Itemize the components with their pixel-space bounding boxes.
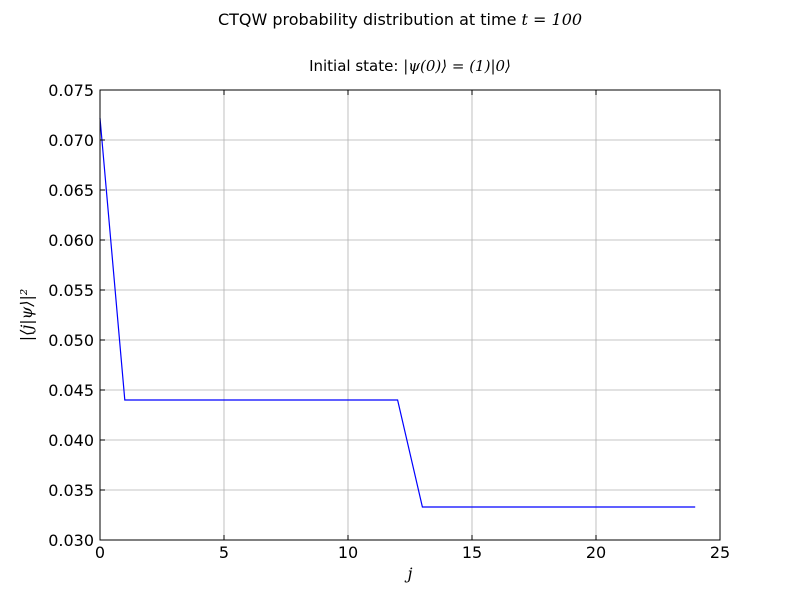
y-tick-label: 0.050	[48, 331, 94, 350]
x-tick-label: 25	[710, 543, 730, 562]
y-tick-label: 0.030	[48, 531, 94, 550]
chart-subtitle: Initial state: |ψ(0)⟩ = (1)|0⟩	[309, 57, 511, 75]
y-tick-label: 0.065	[48, 181, 94, 200]
y-tick-label: 0.035	[48, 481, 94, 500]
grid-lines	[99, 89, 721, 541]
y-axis-label: |⟨j|ψ⟩|²	[17, 289, 36, 342]
chart-title: CTQW probability distribution at time t …	[218, 10, 582, 29]
y-tick-label: 0.040	[48, 431, 94, 450]
x-tick-label: 5	[219, 543, 229, 562]
tick-labels: 0 5 10 15 20 25 0.030 0.035 0.040 0.045 0.050 0.055…	[48, 81, 730, 562]
y-tick-label: 0.070	[48, 131, 94, 150]
y-tick-label: 0.075	[48, 81, 94, 100]
chart-subtitle-prefix: Initial state:	[309, 57, 403, 75]
x-tick-label: 10	[338, 543, 358, 562]
x-axis-label: j	[405, 564, 413, 583]
chart-title-math: t = 100	[522, 10, 583, 29]
y-tick-label: 0.055	[48, 281, 94, 300]
data-series	[99, 117, 696, 508]
y-tick-label: 0.045	[48, 381, 94, 400]
y-tick-label: 0.060	[48, 231, 94, 250]
plot-frame	[99, 89, 721, 541]
chart-title-prefix: CTQW probability distribution at time	[218, 10, 522, 29]
axis-ticks	[99, 89, 721, 541]
x-tick-label: 20	[586, 543, 606, 562]
x-tick-label: 0	[95, 543, 105, 562]
x-tick-label: 15	[462, 543, 482, 562]
chart-subtitle-math: |ψ(0)⟩ = (1)|0⟩	[403, 57, 511, 75]
series-line	[99, 117, 696, 508]
